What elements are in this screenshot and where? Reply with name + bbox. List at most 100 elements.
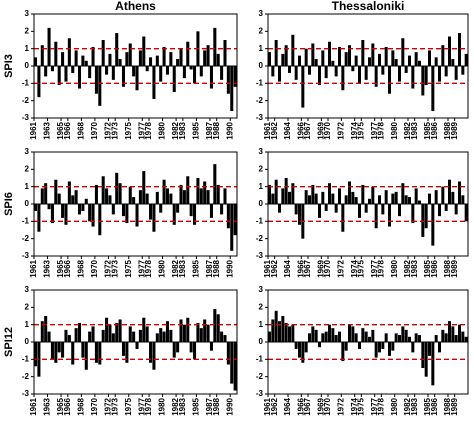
y-axis-label: SPI3 [3,54,15,78]
bar [421,66,425,96]
bar [364,204,368,213]
x-tick-label: 1982 [171,121,180,139]
bar [216,184,220,204]
x-tick-label: 1963 [43,259,52,277]
bar [288,66,291,73]
bar [91,46,95,66]
x-tick-label: 1964 [283,259,292,277]
bar [414,188,418,204]
x-tick-label: 1990 [225,121,234,139]
bar [230,204,234,251]
bar [454,335,458,342]
bar [384,46,388,66]
bar [115,322,119,342]
bar [431,66,435,112]
bar [209,66,213,89]
bar [135,342,139,349]
x-tick-label: 1967 [303,259,312,277]
y-tick-label: -3 [256,389,264,398]
bar [220,204,224,215]
x-tick-label: 1968 [76,397,85,415]
bar [334,335,338,342]
x-tick-label: 1989 [450,397,459,415]
bar [311,326,315,342]
x-tick-label: 1969 [316,259,325,277]
x-tick-label: 1969 [316,397,325,415]
bar [172,204,176,225]
x-tick-label: 1966 [63,397,72,415]
bar [378,195,381,204]
bar [84,198,88,204]
bar [298,342,301,358]
bar [298,204,301,225]
x-tick-label: 1961 [263,259,272,277]
bar [101,40,105,66]
bar [348,45,351,66]
x-tick-label: 1966 [296,259,305,277]
bar [334,204,338,213]
bar [230,342,234,384]
bar [172,66,176,92]
bar [398,204,401,217]
bar [288,326,291,342]
y-tick-label: 2 [259,302,264,311]
bar [152,66,156,99]
x-tick-label: 1978 [376,121,385,139]
x-tick-label: 1972 [104,259,113,277]
bar [448,179,451,204]
bar [444,66,448,77]
bar [121,66,126,87]
bar [50,342,54,360]
x-tick-label: 1972 [336,121,345,139]
bar [318,204,321,218]
y-tick-label: 3 [259,285,264,294]
x-tick-label: 1973 [110,121,119,139]
x-tick-label: 1970 [90,397,99,415]
bar [284,178,288,204]
bar [74,328,78,342]
bar [371,43,375,66]
x-tick-label: 1978 [376,259,385,277]
bar [451,191,455,204]
bar [424,342,428,377]
bar [401,38,405,66]
bar [233,204,237,236]
x-tick-label: 1969 [316,121,325,139]
bar [216,314,220,342]
bar [57,66,61,86]
bar [94,184,98,204]
bar [431,342,435,386]
bar [47,204,51,210]
x-tick-label: 1980 [390,259,399,277]
x-tick-label: 1978 [144,121,153,139]
y-tick-label: 1 [25,182,30,191]
bar [44,183,48,204]
bar [128,186,132,204]
bar [94,66,98,94]
x-tick-label: 1980 [158,259,167,277]
x-tick-label: 1985 [423,397,432,415]
bar [152,204,156,232]
bar [159,204,163,213]
x-tick-label: 1987 [205,397,214,415]
x-tick-label: 1970 [90,259,99,277]
y-axis-label: SPI6 [3,192,15,216]
y-tick-label: 2 [25,302,30,311]
bar [331,328,335,342]
bar [182,324,186,342]
x-tick-label: 1964 [283,121,292,139]
bar [121,342,126,356]
bar [274,179,278,204]
bar [189,66,193,70]
y-tick-label: 2 [25,164,30,173]
bar [179,48,183,66]
bar [381,342,385,349]
plot-frame [33,13,238,119]
bar [226,204,230,229]
bar [291,324,295,342]
plot-frame [33,151,238,257]
bar [101,329,105,342]
x-tick-label: 1962 [270,397,279,415]
bar [434,190,438,204]
bar [291,183,295,204]
